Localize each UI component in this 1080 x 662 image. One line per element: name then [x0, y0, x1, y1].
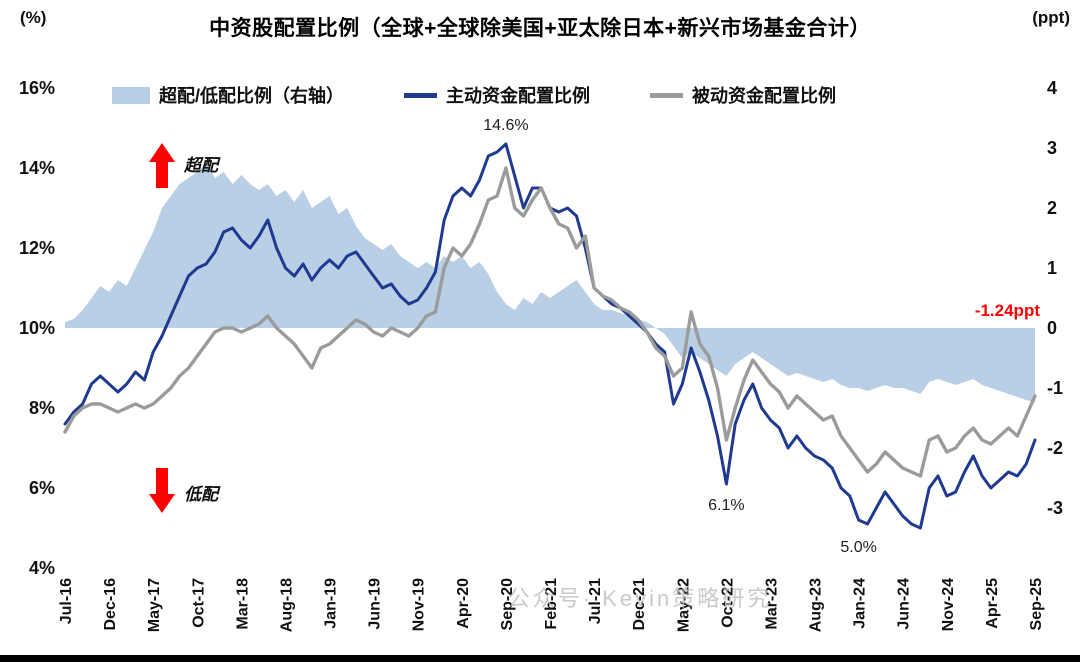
underweight-down-arrow-icon [149, 468, 175, 513]
right-axis-tick: -1 [1047, 378, 1063, 398]
x-axis-tick: Mar-23 [763, 578, 780, 630]
overweight-up-arrow-icon [149, 143, 175, 188]
underweight-label: 低配 [184, 485, 221, 504]
x-axis-tick: Aug-18 [278, 578, 295, 632]
right-axis-tick: 0 [1047, 318, 1057, 338]
area-swatch [112, 86, 150, 104]
x-axis-tick: Dec-21 [631, 578, 648, 631]
overweight-label: 超配 [183, 156, 221, 175]
x-axis-tick: Apr-25 [984, 578, 1001, 629]
right-axis-tick: 4 [1047, 78, 1057, 98]
left-axis-tick: 12% [19, 238, 55, 258]
x-axis-tick: Jun-19 [367, 578, 384, 630]
x-axis-tick: Oct-17 [190, 578, 207, 628]
x-axis-tick: Nov-19 [411, 578, 428, 631]
x-axis-tick: Jul-21 [587, 578, 604, 624]
x-axis-tick: May-17 [146, 578, 163, 632]
bottom-border-bar [0, 655, 1080, 662]
passive-fund-line-series [63, 166, 1037, 478]
legend-item-area: 超配/低配比例（右轴） [112, 82, 344, 108]
legend-label-active: 主动资金配置比例 [446, 86, 590, 106]
left-axis-tick: 4% [29, 558, 55, 578]
right-axis-tick: 3 [1047, 138, 1057, 158]
x-axis-tick: Aug-23 [808, 578, 825, 632]
legend: 超配/低配比例（右轴） 主动资金配置比例 被动资金配置比例 [112, 82, 836, 108]
passive-line-swatch [650, 92, 683, 98]
peak-annotation: 14.6% [483, 117, 528, 134]
x-axis-tick: Jul-16 [58, 578, 75, 624]
active-line-swatch [404, 92, 437, 98]
x-axis-tick: Apr-20 [455, 578, 472, 629]
left-axis-unit: (%) [20, 8, 47, 27]
overweight-area-series [65, 163, 1035, 403]
x-axis-tick: Sep-20 [499, 578, 516, 631]
trough-2022-annotation: 6.1% [708, 497, 744, 514]
legend-label-area: 超配/低配比例（右轴） [159, 86, 344, 106]
trough-2024-annotation: 5.0% [840, 539, 876, 556]
right-axis-tick: 1 [1047, 258, 1057, 278]
left-axis-tick: 14% [19, 158, 55, 178]
x-axis-tick: Nov-24 [940, 578, 957, 631]
watermark: 公众号· Kevin策略研究 [508, 586, 772, 611]
x-axis-tick: Sep-25 [1028, 578, 1045, 631]
right-axis-tick: -3 [1047, 498, 1063, 518]
x-axis-tick: Dec-16 [102, 578, 119, 631]
x-axis-tick: Jun-24 [896, 578, 913, 630]
x-axis-tick: Mar-18 [234, 578, 251, 630]
x-axis-tick: Oct-22 [719, 578, 736, 628]
chart-title: 中资股配置比例（全球+全球除美国+亚太除日本+新兴市场基金合计） [209, 17, 871, 40]
x-axis-tick: Jan-24 [852, 578, 869, 629]
latest-value-annotation: -1.24ppt [975, 301, 1041, 320]
left-axis-tick: 6% [29, 478, 55, 498]
x-axis-tick: May-22 [675, 578, 692, 632]
left-axis-tick: 16% [19, 78, 55, 98]
right-axis-tick: -2 [1047, 438, 1063, 458]
x-axis-tick: Feb-21 [543, 578, 560, 630]
x-axis-tick: Jan-19 [323, 578, 340, 629]
right-axis-tick: 2 [1047, 198, 1057, 218]
legend-label-passive: 被动资金配置比例 [692, 86, 836, 106]
right-axis-unit: (ppt) [1032, 8, 1070, 27]
left-axis-tick: 10% [19, 318, 55, 338]
legend-item-passive: 被动资金配置比例 [650, 82, 836, 108]
left-axis-tick: 8% [29, 398, 55, 418]
legend-item-active: 主动资金配置比例 [404, 82, 590, 108]
